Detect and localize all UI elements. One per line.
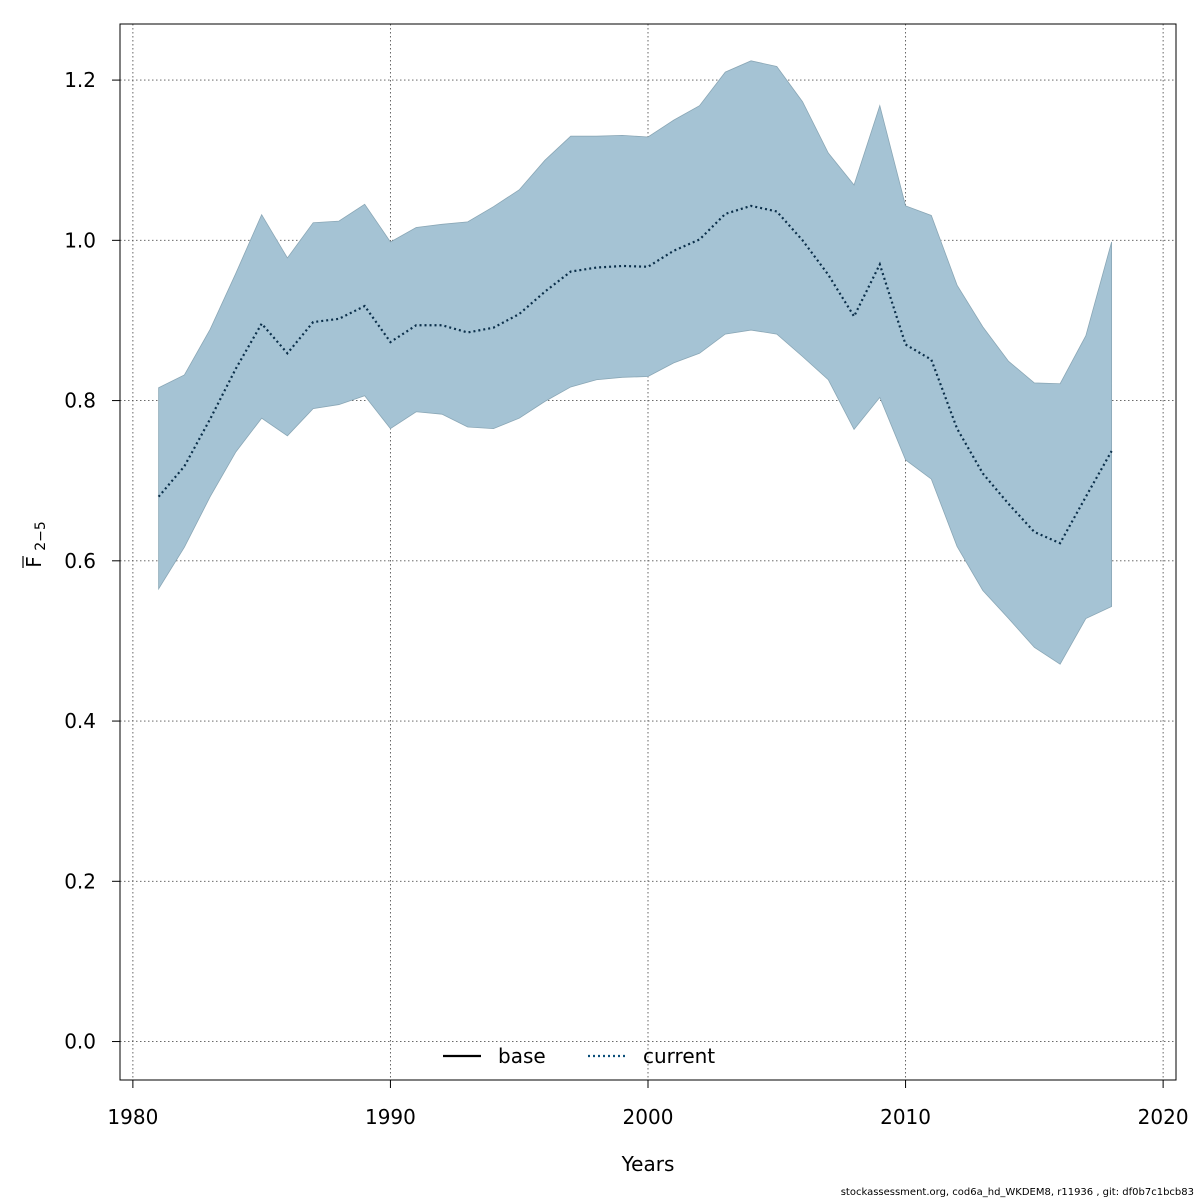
y-tick-label: 0.2 (64, 869, 96, 893)
y-tick-label: 0.6 (64, 549, 96, 573)
x-tick-label: 2020 (1138, 1105, 1189, 1129)
legend-label-base: base (498, 1044, 546, 1068)
y-axis-title-subscript: 2−5 (33, 521, 49, 551)
x-axis-title: Years (621, 1152, 675, 1176)
footer-credit: stockassessment.org, cod6a_hd_WKDEM8, r1… (840, 1187, 1194, 1198)
y-tick-label: 0.8 (64, 389, 96, 413)
legend: base current (443, 1044, 715, 1068)
x-tick-label: 2000 (623, 1105, 674, 1129)
x-tick-label: 1990 (365, 1105, 416, 1129)
y-axis: 0.0 0.2 0.4 0.6 0.8 1.0 1.2 (64, 68, 121, 1054)
y-tick-label: 0.4 (64, 709, 96, 733)
series-line-current (157, 204, 1113, 545)
y-tick-label: 0.0 (64, 1030, 96, 1054)
y-axis-title: F 2−5 (22, 521, 49, 568)
y-tick-label: 1.0 (64, 228, 96, 252)
x-tick-label: 2010 (880, 1105, 931, 1129)
x-axis: 1980 1990 2000 2010 2020 (107, 1079, 1189, 1129)
legend-label-current: current (643, 1044, 715, 1068)
y-axis-title-main: F (22, 556, 46, 568)
x-tick-label: 1980 (107, 1105, 158, 1129)
y-tick-label: 1.2 (64, 68, 96, 92)
confidence-band (158, 60, 1113, 665)
